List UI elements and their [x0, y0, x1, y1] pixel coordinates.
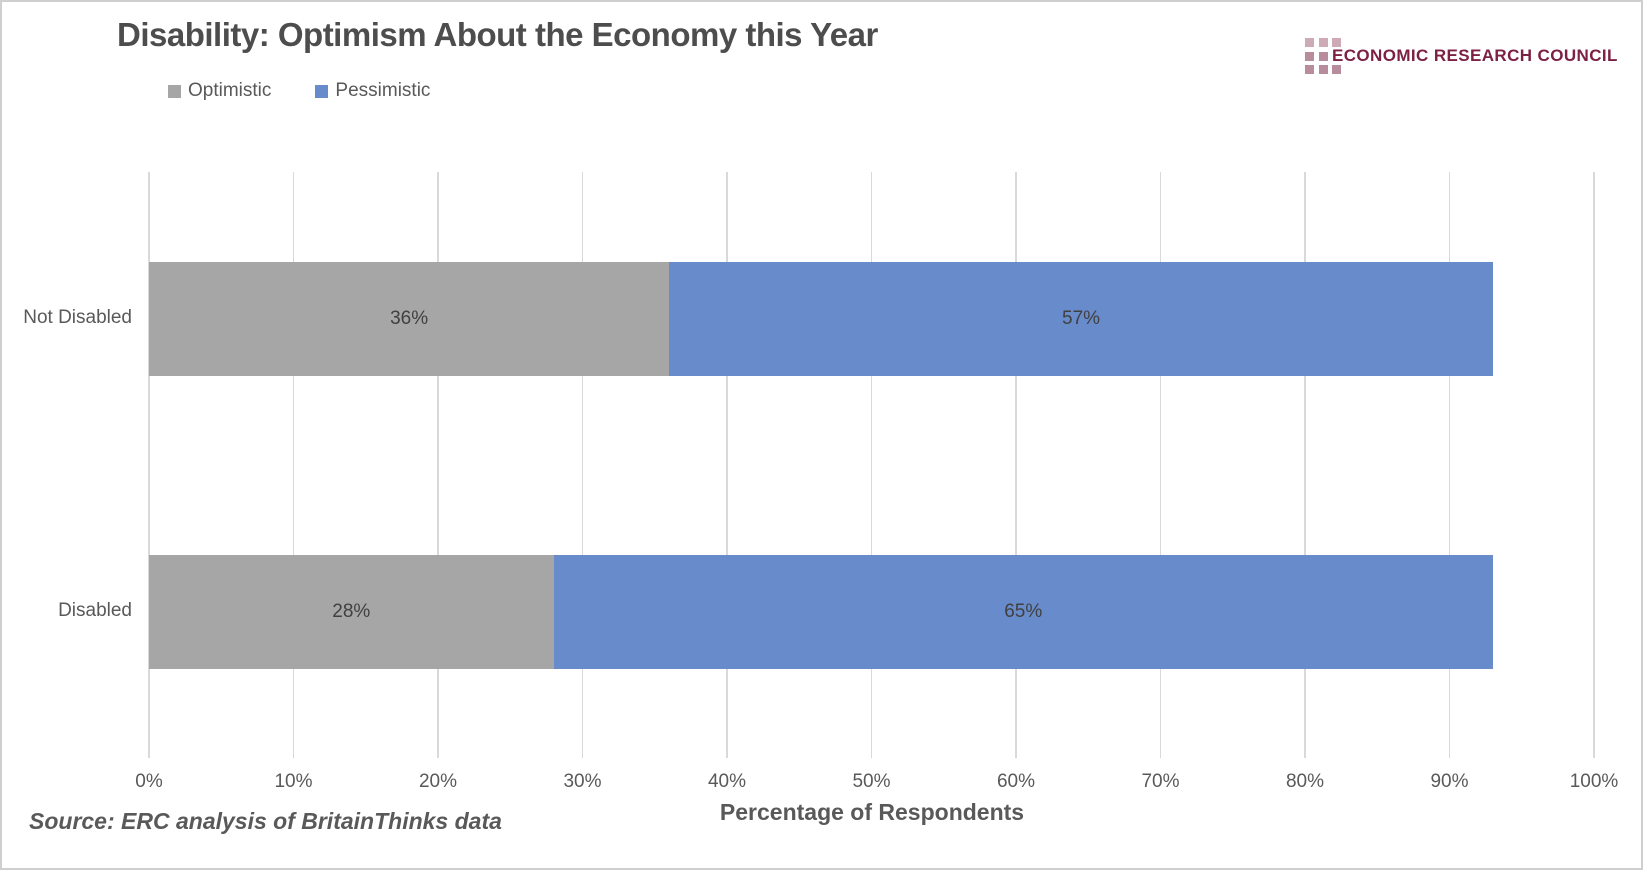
x-axis-tick-label: 70% [1141, 771, 1180, 792]
x-axis-title: Percentage of Respondents [719, 799, 1025, 825]
legend-label: Pessimistic [335, 80, 431, 101]
gridline [581, 172, 584, 758]
gridline [1015, 172, 1017, 758]
data-label: 28% [332, 600, 371, 622]
gridline [292, 172, 295, 758]
gridline [1448, 172, 1451, 758]
legend-swatch-icon [315, 84, 329, 98]
data-label: 65% [1004, 600, 1043, 622]
x-axis-tick-label: 50% [852, 771, 891, 792]
erc-logo-square [1318, 51, 1328, 61]
legend-label: Optimistic [188, 80, 272, 101]
gridline [1159, 172, 1162, 758]
gridline [1304, 172, 1306, 758]
data-label: 36% [390, 307, 429, 329]
category-label: Not Disabled [23, 306, 132, 328]
erc-logo-square [1332, 38, 1341, 47]
gridline [1593, 172, 1595, 758]
gridline [148, 172, 150, 758]
gridline [437, 172, 439, 758]
erc-logo-square [1318, 38, 1328, 47]
erc-logo-square [1305, 38, 1314, 47]
legend-item-optimistic: Optimistic [168, 80, 271, 102]
x-axis-tick-label: 80% [1285, 771, 1325, 792]
bar-segment-not-disabled-pessimistic [669, 261, 1493, 376]
erc-logo-square [1305, 51, 1314, 61]
x-axis-tick-label: 0% [135, 771, 163, 792]
erc-logo-square [1332, 65, 1341, 74]
gridline [870, 172, 873, 758]
legend-item-pessimistic: Pessimistic [315, 80, 430, 102]
x-axis-tick-label: 10% [274, 771, 313, 792]
x-axis-tick-label: 30% [563, 771, 602, 792]
erc-logo-grid-icon [1305, 38, 1341, 74]
legend-swatch-icon [168, 84, 181, 98]
x-axis-tick-label: 20% [418, 771, 458, 792]
source-note: Source: ERC analysis of BritainThinks da… [29, 808, 502, 834]
x-axis-tick-label: 100% [1569, 771, 1619, 792]
bar-segment-disabled-pessimistic [553, 554, 1493, 669]
erc-logo-square [1305, 65, 1314, 74]
bar-segment-not-disabled-optimistic [149, 261, 670, 376]
category-label: Disabled [58, 599, 132, 621]
erc-logo: ECONOMIC RESEARCH COUNCIL [1305, 38, 1625, 78]
erc-logo-text: ECONOMIC RESEARCH COUNCIL [1332, 46, 1618, 65]
x-axis-tick-label: 40% [707, 771, 747, 792]
x-axis-tick-label: 60% [996, 771, 1036, 792]
gridline [726, 172, 728, 758]
erc-logo-square [1318, 65, 1328, 74]
chart-title: Disability: Optimism About the Economy t… [117, 16, 878, 53]
x-axis-tick-label: 90% [1430, 771, 1469, 792]
data-label: 57% [1062, 307, 1101, 329]
chart-legend: Optimistic Pessimistic [168, 80, 430, 102]
bar-segment-disabled-optimistic [149, 554, 554, 669]
